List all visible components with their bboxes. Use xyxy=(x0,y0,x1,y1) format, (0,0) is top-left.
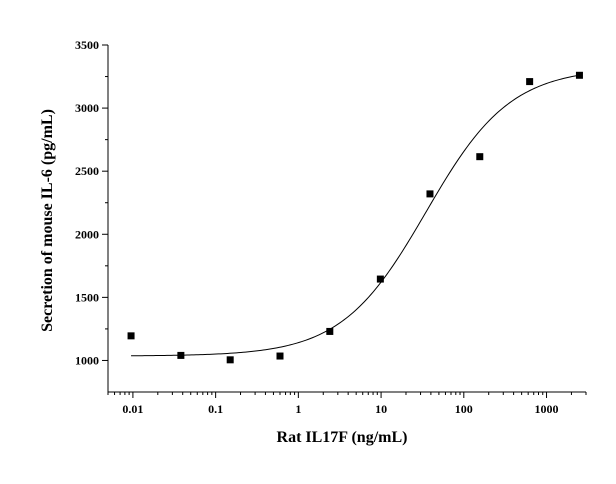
data-point xyxy=(276,352,284,360)
y-tick-label: 1000 xyxy=(75,353,99,367)
fit-curve xyxy=(131,74,580,357)
data-point xyxy=(326,327,334,335)
y-tick-label: 1500 xyxy=(75,290,99,304)
data-point xyxy=(526,78,534,86)
x-tick-label: 1000 xyxy=(535,402,559,416)
x-tick-label: 10 xyxy=(375,402,387,416)
data-point xyxy=(226,356,234,364)
data-point xyxy=(127,332,135,340)
y-tick-label: 2500 xyxy=(75,164,99,178)
axes xyxy=(107,45,586,393)
x-axis-ticks: 0.01 0.1 1 10 100 1000 xyxy=(107,392,587,416)
x-tick-label: 0.1 xyxy=(208,402,223,416)
x-tick-label: 1 xyxy=(295,402,301,416)
x-axis-label: Rat IL17F (ng/mL) xyxy=(277,429,408,446)
y-axis-ticks: 1000 1500 2000 2500 3000 3500 xyxy=(75,38,108,367)
x-tick-label: 0.01 xyxy=(122,402,143,416)
x-tick-label: 100 xyxy=(455,402,473,416)
y-tick-label: 3000 xyxy=(75,101,99,115)
data-point xyxy=(376,275,384,283)
data-point xyxy=(476,153,484,161)
y-tick-label: 3500 xyxy=(75,38,99,52)
y-tick-label: 2000 xyxy=(75,227,99,241)
y-axis-label: Secretion of mouse IL-6 (pg/mL) xyxy=(39,109,56,332)
data-points xyxy=(127,71,583,364)
data-point xyxy=(426,190,434,198)
data-point xyxy=(575,71,583,79)
data-point xyxy=(177,351,185,359)
